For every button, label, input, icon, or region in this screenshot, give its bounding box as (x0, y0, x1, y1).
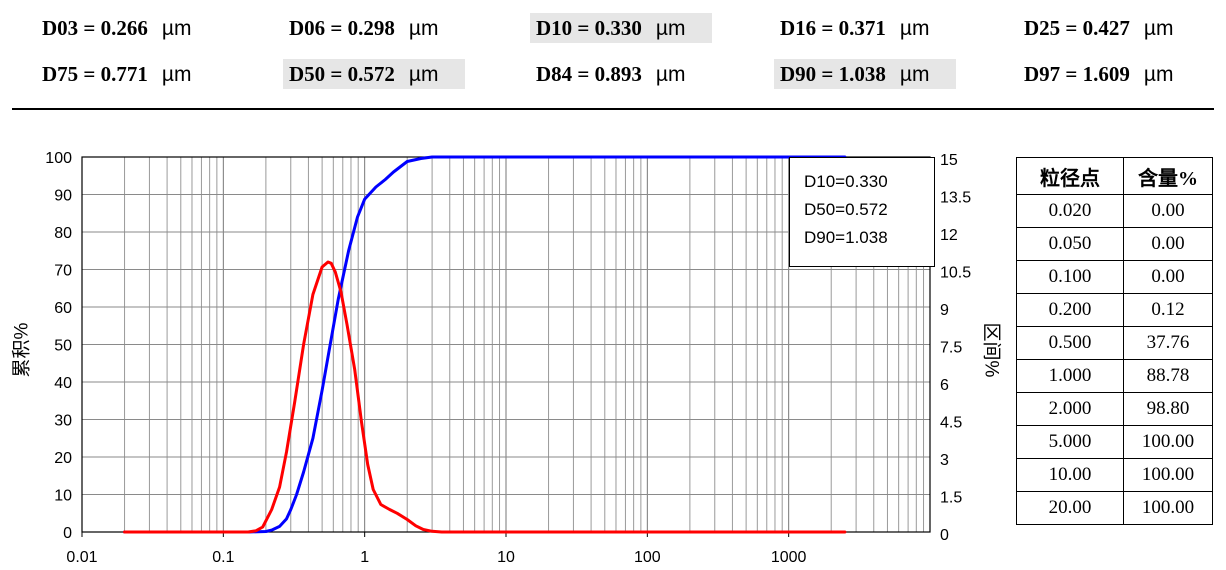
table-header-content: 含量% (1123, 157, 1213, 195)
legend: D10=0.330 D50=0.572 D90=1.038 (789, 157, 935, 267)
table-row: 0.200 0.12 (1016, 293, 1213, 327)
table-row: 0.500 37.76 (1016, 326, 1213, 360)
table-cell: 0.100 (1016, 260, 1124, 294)
y-tick-label: 90 (54, 188, 72, 205)
stat-d16: D16 = 0.371 µm (780, 16, 930, 40)
stat-d03: D03 = 0.266 µm (42, 16, 192, 40)
y2-tick-label: 7.5 (940, 340, 962, 357)
table-row: 20.00 100.00 (1016, 491, 1213, 525)
y-tick-label: 50 (54, 338, 72, 355)
y-tick-label: 40 (54, 375, 72, 392)
stat-d90: D90 = 1.038 µm (774, 59, 956, 89)
y2-tick-label: 10.5 (940, 265, 971, 282)
differential-curve (123, 260, 847, 534)
table-row: 2.000 98.80 (1016, 392, 1213, 426)
table-cell: 0.020 (1016, 194, 1124, 228)
x-tick-label: 1000 (771, 549, 807, 566)
stat-d06: D06 = 0.298 µm (289, 16, 439, 40)
table-row: 0.100 0.00 (1016, 260, 1213, 294)
stat-d97: D97 = 1.609 µm (1024, 62, 1174, 86)
y-axis-left-label: 累积% (11, 322, 33, 378)
table-cell: 0.500 (1016, 326, 1124, 360)
chart-ticks: 0.01 0.1 1 10 100 100001020304050607080901000… (45, 150, 971, 566)
table-cell: 0.00 (1123, 194, 1213, 228)
table-row: 5.000 100.00 (1016, 425, 1213, 459)
table-cell: 20.00 (1016, 491, 1124, 525)
y2-tick-label: 4.5 (940, 415, 962, 432)
legend-d50: D50=0.572 (804, 200, 888, 219)
table-cell: 2.000 (1016, 392, 1124, 426)
y2-tick-label: 0 (940, 527, 949, 544)
psd-chart: 0.01 0.1 1 10 100 100001020304050607080901000… (45, 150, 971, 566)
table-cell: 98.80 (1123, 392, 1213, 426)
table-row: 0.020 0.00 (1016, 194, 1213, 228)
table-cell: 10.00 (1016, 458, 1124, 492)
y-tick-label: 100 (45, 150, 72, 167)
table-row: 1.000 88.78 (1016, 359, 1213, 393)
table-cell: 0.00 (1123, 227, 1213, 261)
stat-d10: D10 = 0.330 µm (530, 13, 712, 43)
table-cell: 100.00 (1123, 491, 1213, 525)
legend-d10: D10=0.330 (804, 172, 888, 191)
y2-tick-label: 3 (940, 452, 949, 469)
table-cell: 1.000 (1016, 359, 1124, 393)
x-tick-label: 1 (360, 549, 369, 566)
stat-d50: D50 = 0.572 µm (283, 59, 465, 89)
table-cell: 0.200 (1016, 293, 1124, 327)
y2-tick-label: 13.5 (940, 190, 971, 207)
cumulative-curve (123, 155, 847, 534)
y-tick-label: 80 (54, 225, 72, 242)
y-tick-label: 20 (54, 450, 72, 467)
table-cell: 0.050 (1016, 227, 1124, 261)
table-header-row: 粒径点 含量% (1016, 157, 1213, 195)
x-tick-label: 10 (497, 549, 515, 566)
chart-grid (82, 157, 930, 532)
y2-tick-label: 15 (940, 152, 958, 169)
y-tick-label: 60 (54, 300, 72, 317)
table-row: 0.050 0.00 (1016, 227, 1213, 261)
table-header-size: 粒径点 (1016, 157, 1124, 195)
table-row: 10.00 100.00 (1016, 458, 1213, 492)
stat-d84: D84 = 0.893 µm (536, 62, 686, 86)
table-cell: 0.12 (1123, 293, 1213, 327)
y2-tick-label: 12 (940, 227, 958, 244)
separator-line (12, 108, 1214, 110)
stat-d25: D25 = 0.427 µm (1024, 16, 1174, 40)
y-tick-label: 70 (54, 263, 72, 280)
table-cell: 100.00 (1123, 458, 1213, 492)
y-tick-label: 0 (63, 525, 72, 542)
y-tick-label: 10 (54, 488, 72, 505)
legend-d90: D90=1.038 (804, 228, 888, 247)
y-axis-right-label: 区间% (980, 322, 1002, 378)
table-cell: 5.000 (1016, 425, 1124, 459)
stat-d75: D75 = 0.771 µm (42, 62, 192, 86)
x-tick-label: 100 (634, 549, 661, 566)
table-cell: 88.78 (1123, 359, 1213, 393)
x-tick-label: 0.01 (66, 549, 97, 566)
table-cell: 100.00 (1123, 425, 1213, 459)
table-cell: 0.00 (1123, 260, 1213, 294)
table-cell: 37.76 (1123, 326, 1213, 360)
chart-curves (123, 155, 847, 534)
size-content-table: 粒径点 含量% 0.020 0.00 0.050 0.00 0.100 0.00 0.… (1016, 157, 1213, 525)
y2-tick-label: 1.5 (940, 490, 962, 507)
y-tick-label: 30 (54, 413, 72, 430)
y2-tick-label: 9 (940, 302, 949, 319)
x-tick-label: 0.1 (212, 549, 234, 566)
y2-tick-label: 6 (940, 377, 949, 394)
